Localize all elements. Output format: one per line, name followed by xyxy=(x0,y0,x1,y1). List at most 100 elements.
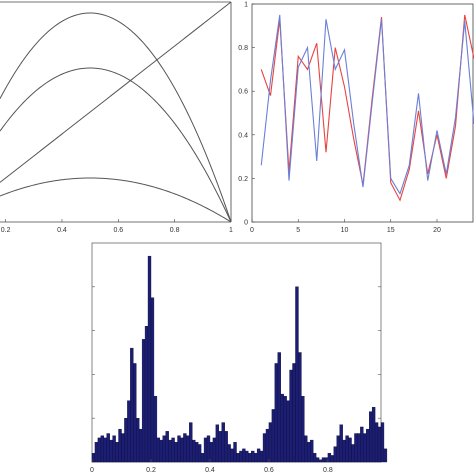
curve-line-3 xyxy=(0,177,232,223)
histogram-bar xyxy=(274,363,278,463)
histogram-bar xyxy=(106,433,110,463)
histogram-bar xyxy=(374,422,379,463)
x-tick-label: 0.8 xyxy=(170,227,180,234)
histogram-bar xyxy=(153,396,158,463)
histogram-bar xyxy=(197,444,202,463)
histogram-bar xyxy=(224,431,228,463)
histogram-bar xyxy=(333,446,337,463)
histogram-bar xyxy=(239,450,243,463)
histogram-bar xyxy=(91,453,96,463)
histogram-bar xyxy=(133,363,137,463)
x-tick-label: 0.6 xyxy=(264,467,274,474)
x-tick-label: 10 xyxy=(341,227,349,234)
x-tick-label: 0.6 xyxy=(113,227,123,234)
histogram-bar xyxy=(236,453,240,463)
histogram-bar xyxy=(268,422,273,463)
histogram-bar xyxy=(298,352,302,463)
histogram-bar xyxy=(130,347,134,463)
histogram-bar xyxy=(200,453,205,463)
y-tick-label: 0.8 xyxy=(238,45,248,52)
histogram-bar xyxy=(286,400,290,463)
histogram-bar xyxy=(265,428,270,463)
histogram-bar xyxy=(318,459,323,463)
histogram-bar xyxy=(327,453,332,463)
x-tick-label: 0.8 xyxy=(323,467,333,474)
x-tick-label: 1 xyxy=(229,227,233,234)
histogram-bar xyxy=(383,448,388,463)
y-tick-label: 0.6 xyxy=(238,89,248,96)
curve-line-2 xyxy=(0,67,232,223)
histogram-bar xyxy=(321,457,326,463)
histogram-bar xyxy=(242,448,246,463)
histogram-bar xyxy=(227,444,231,463)
y-tick-label: 0 xyxy=(244,220,248,227)
histogram-bar xyxy=(186,435,190,463)
y-tick-label: 1 xyxy=(244,2,248,9)
histogram-bar xyxy=(150,297,155,463)
time-series-chart: 0 5 10 15 20 0 0.2 0.4 0.6 0.8 1 xyxy=(238,2,474,234)
histogram-bar xyxy=(177,435,181,463)
histogram-bar xyxy=(312,453,317,463)
histogram-bar xyxy=(183,433,187,463)
histogram-bar xyxy=(174,442,178,463)
histogram-bar xyxy=(215,424,220,463)
histogram-bar xyxy=(301,396,305,463)
histogram-bar xyxy=(336,435,340,463)
histogram-bar xyxy=(189,422,193,463)
histogram-bar xyxy=(251,450,255,463)
histogram-bar xyxy=(345,435,349,463)
histogram-bar xyxy=(212,437,217,463)
histogram-bar xyxy=(262,433,267,463)
histogram-bar xyxy=(371,407,376,463)
histogram-bar xyxy=(127,400,131,463)
histogram-bar xyxy=(324,457,329,463)
histogram-bar xyxy=(100,435,104,463)
histogram-bar xyxy=(348,437,352,463)
histogram-bar xyxy=(366,428,370,463)
histogram-bar xyxy=(138,428,143,463)
histogram-bar xyxy=(141,339,146,463)
histogram-bar xyxy=(230,448,234,463)
histogram-bar xyxy=(256,448,261,463)
histogram-bar xyxy=(124,418,128,463)
histogram-bar xyxy=(171,437,175,463)
histogram-bar xyxy=(280,393,284,463)
histogram-bar xyxy=(118,428,122,463)
histogram-bar xyxy=(380,422,385,463)
histogram-bar xyxy=(369,411,373,463)
histogram-bar xyxy=(221,422,225,463)
histogram-bar xyxy=(168,439,172,463)
histogram-bar xyxy=(94,442,99,463)
histogram-bar xyxy=(180,437,184,463)
histogram-bar xyxy=(357,433,361,463)
curve-line-4 xyxy=(0,1,232,183)
histogram-bar xyxy=(307,442,311,463)
histogram-bar xyxy=(295,286,299,463)
x-tick-label: 0.2 xyxy=(1,227,11,234)
histogram-bar xyxy=(121,433,125,463)
x-tick-label: 5 xyxy=(296,227,300,234)
series-line-2 xyxy=(260,14,474,195)
histogram-bar xyxy=(115,442,119,463)
histogram-bar xyxy=(253,453,258,463)
histogram-bar xyxy=(248,453,252,463)
x-tick-label: 0 xyxy=(90,467,94,474)
x-tick-label: 20 xyxy=(433,227,441,234)
histogram-bar xyxy=(144,326,149,463)
histogram-bar xyxy=(351,444,355,463)
histogram-bar xyxy=(283,396,287,463)
x-tick-label: 0.4 xyxy=(57,227,67,234)
histogram-bar xyxy=(206,435,211,463)
histogram-bar xyxy=(292,363,296,463)
curve-line-1 xyxy=(0,12,232,223)
histogram-bar xyxy=(147,255,152,463)
histogram-bar xyxy=(218,431,222,463)
x-tick-label: 0 xyxy=(250,227,254,234)
histogram-bar xyxy=(259,450,264,463)
histogram-bar xyxy=(209,442,214,463)
series-line-1 xyxy=(260,14,474,202)
histogram-bar xyxy=(360,426,364,463)
histogram-bar xyxy=(165,431,169,463)
histogram-bar xyxy=(195,442,199,463)
